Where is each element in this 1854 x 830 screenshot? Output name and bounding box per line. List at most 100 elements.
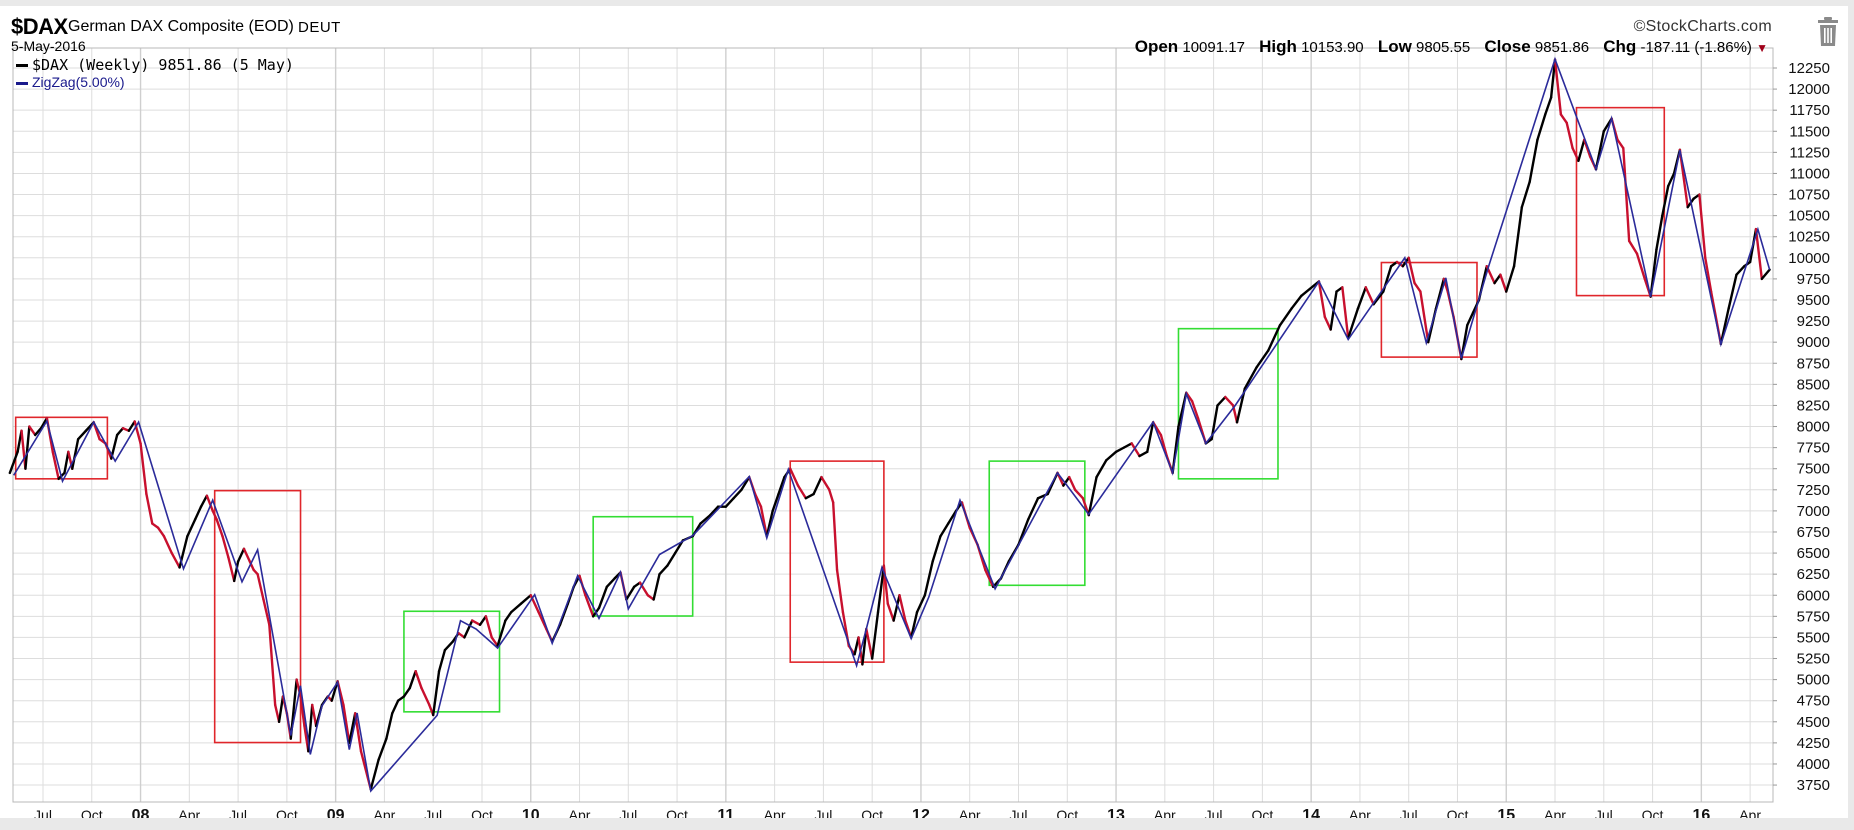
price-segment [1216, 395, 1227, 407]
price-segment [1553, 58, 1563, 116]
y-tick-label: 11000 [1789, 165, 1830, 182]
price-segment [1389, 260, 1399, 268]
y-tick-label: 5000 [1797, 672, 1830, 689]
price-segment [256, 572, 265, 601]
price-segment [262, 598, 271, 626]
price-segment [740, 475, 751, 491]
y-tick-label: 9750 [1797, 271, 1830, 288]
red-box [213, 489, 302, 744]
price-segment [1536, 113, 1547, 141]
x-axis: Jul Oct 08 Apr Jul Oct 09 Apr Jul Oct 10 Apr Jul Oct 1… [34, 807, 1761, 818]
price-segment [931, 534, 942, 563]
price-segment [504, 610, 513, 622]
x-tick-label: Jul [1205, 807, 1223, 818]
y-tick-label: 9250 [1797, 313, 1830, 330]
price-segment [1698, 193, 1707, 260]
price-segment [1571, 146, 1580, 162]
trash-icon[interactable] [1817, 17, 1839, 47]
price-segment [537, 610, 548, 631]
price-segment [1347, 307, 1360, 340]
plot-frame [12, 47, 1774, 803]
y-axis: 3750 4000 4250 4500 4750 5000 5250 5500 5750 6000… [1773, 60, 1830, 794]
y-tick-label: 12250 [1788, 60, 1830, 77]
x-tick-label: Oct [1642, 807, 1664, 818]
price-segment [268, 623, 277, 707]
price-segment [1661, 184, 1670, 217]
price-segment [1493, 273, 1502, 285]
price-segment [1087, 475, 1098, 517]
x-tick-label: Apr [1349, 807, 1371, 818]
green-box [1177, 327, 1279, 480]
symbol: $DAX [11, 14, 68, 39]
price-segment [865, 627, 874, 660]
x-tick-label: Oct [861, 807, 883, 818]
price-segment [484, 615, 493, 639]
price-segment [804, 492, 815, 500]
price-segment [199, 494, 209, 508]
copyright-link[interactable]: ©StockCharts.com [1633, 18, 1772, 35]
price-segment [236, 547, 246, 563]
price-segment [242, 547, 252, 563]
x-tick-label: Oct [81, 807, 103, 818]
exchange: DEUT [298, 19, 341, 36]
green-box [988, 460, 1086, 587]
x-tick-label: Oct [1251, 807, 1273, 818]
x-tick-label: Jul [814, 807, 832, 818]
y-tick-label: 10250 [1788, 229, 1830, 246]
y-tick-label: 10000 [1788, 250, 1830, 267]
x-tick-label: Apr [764, 807, 786, 818]
open-value: 10091.17 [1182, 39, 1245, 56]
x-tick-label: Apr [374, 807, 396, 818]
price-segment [39, 416, 49, 430]
close-label: Close [1484, 37, 1531, 56]
price-segment [1735, 265, 1746, 276]
price-segment [151, 522, 160, 529]
x-tick-label: Jul [229, 807, 247, 818]
y-tick-label: 6000 [1797, 587, 1830, 604]
price-segment [1300, 280, 1321, 297]
y-tick-label: 11750 [1789, 102, 1830, 119]
price-segment [385, 712, 394, 740]
price-segment [211, 509, 218, 521]
price-segment [463, 619, 474, 639]
price-segment [1243, 366, 1258, 390]
x-tick-label: 10 [522, 807, 540, 818]
price-segment [812, 475, 823, 496]
down-triangle-icon: ▼ [1756, 41, 1768, 55]
price-segment [1528, 138, 1539, 184]
price-segment [886, 602, 895, 622]
close-value: 9851.86 [1534, 39, 1590, 56]
price-segment [221, 534, 230, 559]
price-segment [139, 442, 148, 496]
price-segment [658, 564, 669, 576]
y-tick-label: 11500 [1789, 123, 1830, 140]
x-tick-label: Oct [471, 807, 493, 818]
price-segment [33, 427, 43, 437]
price-segment [24, 425, 31, 470]
price-segment [1505, 265, 1516, 293]
price-segment [1224, 395, 1235, 407]
price-segment [1114, 446, 1126, 454]
price-segment [342, 703, 351, 745]
price-segment [1512, 205, 1524, 268]
y-tick-label: 7250 [1797, 482, 1830, 499]
y-tick-label: 8000 [1797, 419, 1830, 436]
price-segment [443, 640, 454, 652]
price-segment [605, 577, 616, 589]
price-segment [432, 669, 441, 717]
price-segment [193, 505, 203, 521]
price-segment [232, 560, 240, 583]
x-tick-label: Oct [666, 807, 688, 818]
x-tick-label: Apr [1739, 807, 1761, 818]
price-segment [1138, 450, 1149, 458]
annotation-boxes [14, 106, 1666, 744]
price-segment [127, 420, 136, 432]
bottom-strip [0, 818, 1854, 830]
price-segment [490, 636, 499, 648]
price-segment [1130, 442, 1141, 458]
price-segment [1062, 475, 1071, 487]
price-segment [1267, 324, 1282, 352]
legend-price: $DAX (Weekly) 9851.86 (5 May) [16, 56, 294, 74]
chg-value: -187.11 (-1.86%) [1640, 39, 1752, 56]
x-tick-label: Jul [619, 807, 637, 818]
